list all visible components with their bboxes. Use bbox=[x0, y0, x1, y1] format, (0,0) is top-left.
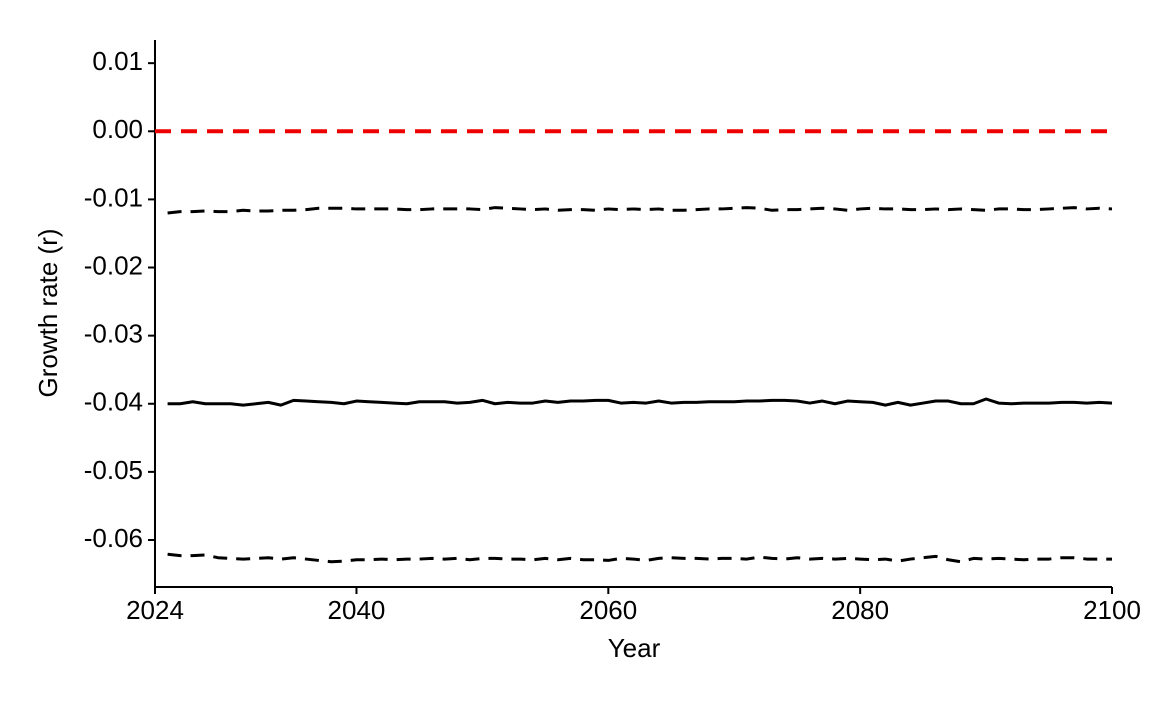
y-tick-label: -0.06 bbox=[84, 523, 143, 553]
y-tick-label: -0.04 bbox=[84, 387, 143, 417]
y-tick-label: -0.05 bbox=[84, 455, 143, 485]
y-tick-label: 0.00 bbox=[92, 114, 143, 144]
series-line bbox=[167, 397, 1113, 407]
y-tick-label: -0.01 bbox=[84, 182, 143, 212]
x-tick-label: 2024 bbox=[126, 595, 184, 625]
y-tick-label: -0.03 bbox=[84, 319, 143, 349]
y-axis-label: Growth rate (r) bbox=[33, 228, 63, 397]
y-tick-label: -0.02 bbox=[84, 250, 143, 280]
series-line bbox=[167, 206, 1113, 215]
x-tick-label: 2080 bbox=[831, 595, 889, 625]
x-tick-label: 2060 bbox=[579, 595, 637, 625]
y-tick-label: 0.01 bbox=[92, 46, 143, 76]
x-tick-label: 2040 bbox=[328, 595, 386, 625]
x-axis-label: Year bbox=[608, 633, 661, 663]
x-tick-label: 2100 bbox=[1083, 595, 1141, 625]
series-line bbox=[167, 552, 1112, 564]
